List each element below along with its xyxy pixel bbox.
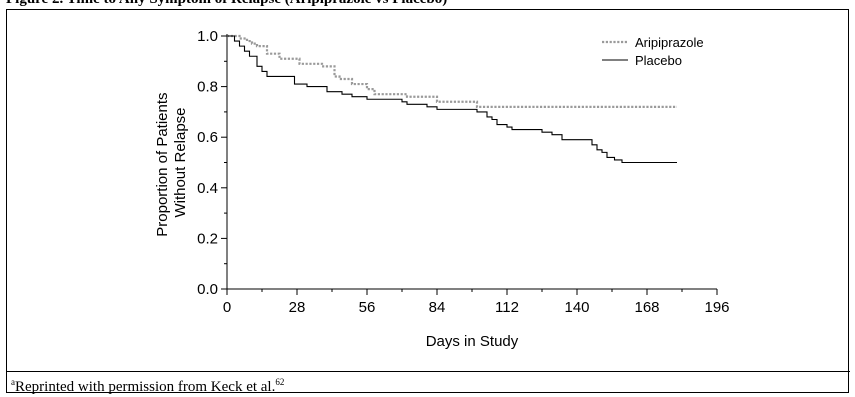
y-tick-label: 1.0 bbox=[197, 28, 218, 45]
series-lines bbox=[227, 34, 677, 164]
y-axis-title-line-1: Proportion of Patients bbox=[154, 92, 171, 236]
axes bbox=[221, 34, 718, 295]
x-tick-label: 56 bbox=[359, 299, 376, 316]
x-tick-label: 0 bbox=[223, 299, 231, 316]
x-tick-label: 112 bbox=[495, 299, 519, 316]
footnote-letter: a bbox=[11, 377, 15, 387]
footnote-text: Reprinted with permission from Keck et a… bbox=[15, 379, 276, 395]
x-tick-label: 84 bbox=[429, 299, 446, 316]
x-tick-label: 28 bbox=[289, 299, 306, 316]
y-axis-title-line-2: Without Relapse bbox=[172, 107, 189, 217]
x-tick-label: 196 bbox=[704, 299, 729, 316]
series-line-aripiprazole bbox=[227, 34, 677, 108]
y-tick-label: 0.6 bbox=[197, 129, 218, 146]
y-tick-label: 0.8 bbox=[197, 79, 218, 96]
footnote: aReprinted with permission from Keck et … bbox=[7, 371, 850, 395]
legend-label-placebo: Placebo bbox=[635, 53, 682, 68]
y-tick-label: 0.0 bbox=[197, 281, 218, 298]
y-tick-label: 0.4 bbox=[197, 180, 218, 197]
tick-labels: 0.0 0.2 0.4 0.6 0.8 1.0 0 28 56 84 112 140 168 196 bbox=[197, 28, 729, 316]
figure-frame: 0.0 0.2 0.4 0.6 0.8 1.0 0 28 56 84 112 140 168 196 Da… bbox=[6, 9, 850, 395]
legend: Aripiprazole Placebo bbox=[602, 35, 704, 68]
series-line-placebo bbox=[227, 35, 677, 164]
figure-caption: Figure 2. Time to Any Symptom of Relapse… bbox=[6, 0, 851, 9]
km-chart: 0.0 0.2 0.4 0.6 0.8 1.0 0 28 56 84 112 140 168 196 Da… bbox=[154, 28, 730, 350]
footnote-ref: 62 bbox=[275, 377, 285, 387]
x-axis-title: Days in Study bbox=[426, 333, 519, 350]
x-tick-label: 168 bbox=[634, 299, 659, 316]
x-tick-label: 140 bbox=[564, 299, 589, 316]
y-axis-title: Proportion of Patients Without Relapse bbox=[154, 88, 189, 236]
legend-label-aripiprazole: Aripiprazole bbox=[635, 35, 704, 50]
y-tick-label: 0.2 bbox=[197, 230, 218, 247]
